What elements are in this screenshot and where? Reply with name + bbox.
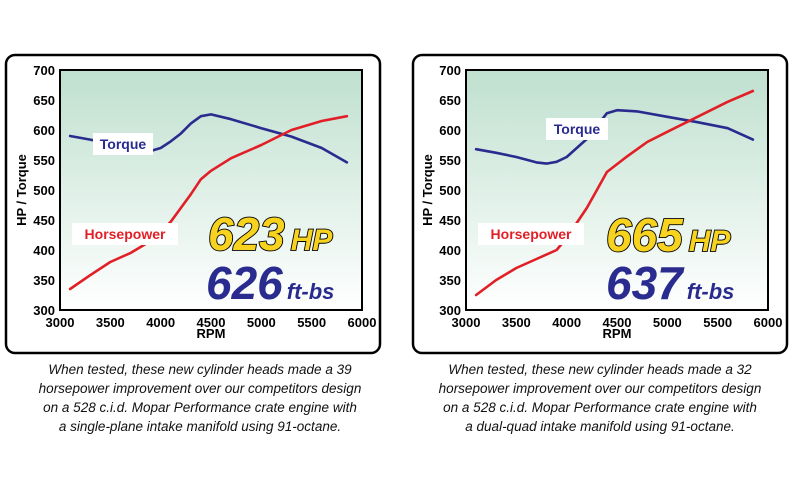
y-tick-label: 450: [33, 213, 55, 228]
torque-legend-box: [93, 133, 153, 155]
chart-panel-left: 300 350 400 450 500 550 600 650 700 3000 3500 4000…: [0, 53, 400, 436]
plot-area: [59, 69, 363, 311]
caption-line: When tested, these new cylinder heads ma…: [48, 362, 352, 377]
torque-badge-unit: ft-bs: [687, 279, 735, 304]
x-tick-label: 3000: [452, 315, 481, 330]
hp-badge-unit: HP: [689, 225, 732, 258]
chart-right: 300 350 400 450 500 550 600 650 700 3000 3500 4000…: [411, 53, 789, 355]
x-tick-label: 4500: [603, 315, 632, 330]
y-tick-label: 300: [439, 303, 461, 318]
hp-badge-value: 665: [606, 209, 684, 261]
torque-legend-label: Torque: [554, 121, 601, 137]
torque-badge-value: 637: [606, 257, 685, 309]
x-axis-label: RPM: [197, 326, 226, 341]
caption-line: horsepower improvement over our competit…: [438, 381, 762, 396]
y-axis-label: HP / Torque: [14, 154, 29, 226]
y-tick-label: 350: [439, 273, 461, 288]
y-tick-label: 400: [33, 243, 55, 258]
hp-badge: 665 HP: [606, 209, 731, 261]
hp-badge-unit: HP: [291, 224, 334, 257]
torque-badge: 637 ft-bs: [606, 257, 734, 309]
chart-left: 300 350 400 450 500 550 600 650 700 3000 3500 4000…: [4, 53, 382, 355]
y-tick-label: 600: [439, 123, 461, 138]
y-tick-label: 650: [33, 93, 55, 108]
x-tick-label: 4500: [197, 315, 226, 330]
x-tick-label: 3000: [46, 315, 75, 330]
y-tick-label: 700: [33, 63, 55, 78]
caption-line: horsepower improvement over our competit…: [38, 381, 362, 396]
y-tick-label: 550: [439, 153, 461, 168]
horsepower-line: [474, 89, 755, 297]
y-tick-label: 500: [33, 183, 55, 198]
y-tick-label: 300: [33, 303, 55, 318]
caption-line: on a 528 c.i.d. Mopar Performance crate …: [43, 400, 357, 415]
y-tick-label: 350: [33, 273, 55, 288]
x-tick-label: 4000: [552, 315, 581, 330]
horsepower-line: [68, 114, 349, 291]
torque-legend-label: Torque: [100, 136, 147, 152]
x-axis-label: RPM: [603, 326, 632, 341]
x-tick-label: 6000: [348, 315, 377, 330]
x-tick-label: 5500: [703, 315, 732, 330]
caption-right: When tested, these new cylinder heads ma…: [400, 360, 800, 436]
y-tick-label: 400: [439, 243, 461, 258]
x-tick-label: 3500: [502, 315, 531, 330]
torque-badge-value: 626: [206, 257, 283, 309]
y-axis-label: HP / Torque: [420, 154, 435, 226]
horsepower-legend-label: Horsepower: [491, 226, 572, 242]
caption-left: When tested, these new cylinder heads ma…: [0, 360, 400, 436]
x-tick-label: 6000: [754, 315, 783, 330]
hp-badge-value: 623: [208, 208, 285, 260]
chart-panel-right: 300 350 400 450 500 550 600 650 700 3000 3500 4000…: [400, 0, 800, 500]
x-tick-label: 5000: [653, 315, 682, 330]
y-tick-label: 550: [33, 153, 55, 168]
y-tick-label: 700: [439, 63, 461, 78]
caption-line: on a 528 c.i.d. Mopar Performance crate …: [443, 400, 757, 415]
hp-badge: 623 HP: [208, 208, 333, 260]
horsepower-legend-box: [72, 223, 178, 245]
torque-legend-box: [546, 118, 608, 140]
x-tick-label: 3500: [96, 315, 125, 330]
y-tick-label: 650: [439, 93, 461, 108]
torque-badge-unit: ft-bs: [287, 279, 335, 304]
y-tick-label: 450: [439, 213, 461, 228]
caption-line: When tested, these new cylinder heads ma…: [448, 362, 752, 377]
caption-line: a dual-quad intake manifold using 91-oct…: [465, 419, 735, 434]
horsepower-legend-label: Horsepower: [85, 226, 166, 242]
horsepower-legend-box: [478, 223, 584, 245]
x-tick-label: 4000: [146, 315, 175, 330]
y-tick-label: 600: [33, 123, 55, 138]
x-tick-label: 5000: [247, 315, 276, 330]
y-tick-label: 500: [439, 183, 461, 198]
torque-badge: 626 ft-bs: [206, 257, 334, 309]
x-tick-label: 5500: [297, 315, 326, 330]
caption-line: a single-plane intake manifold using 91-…: [58, 419, 342, 434]
